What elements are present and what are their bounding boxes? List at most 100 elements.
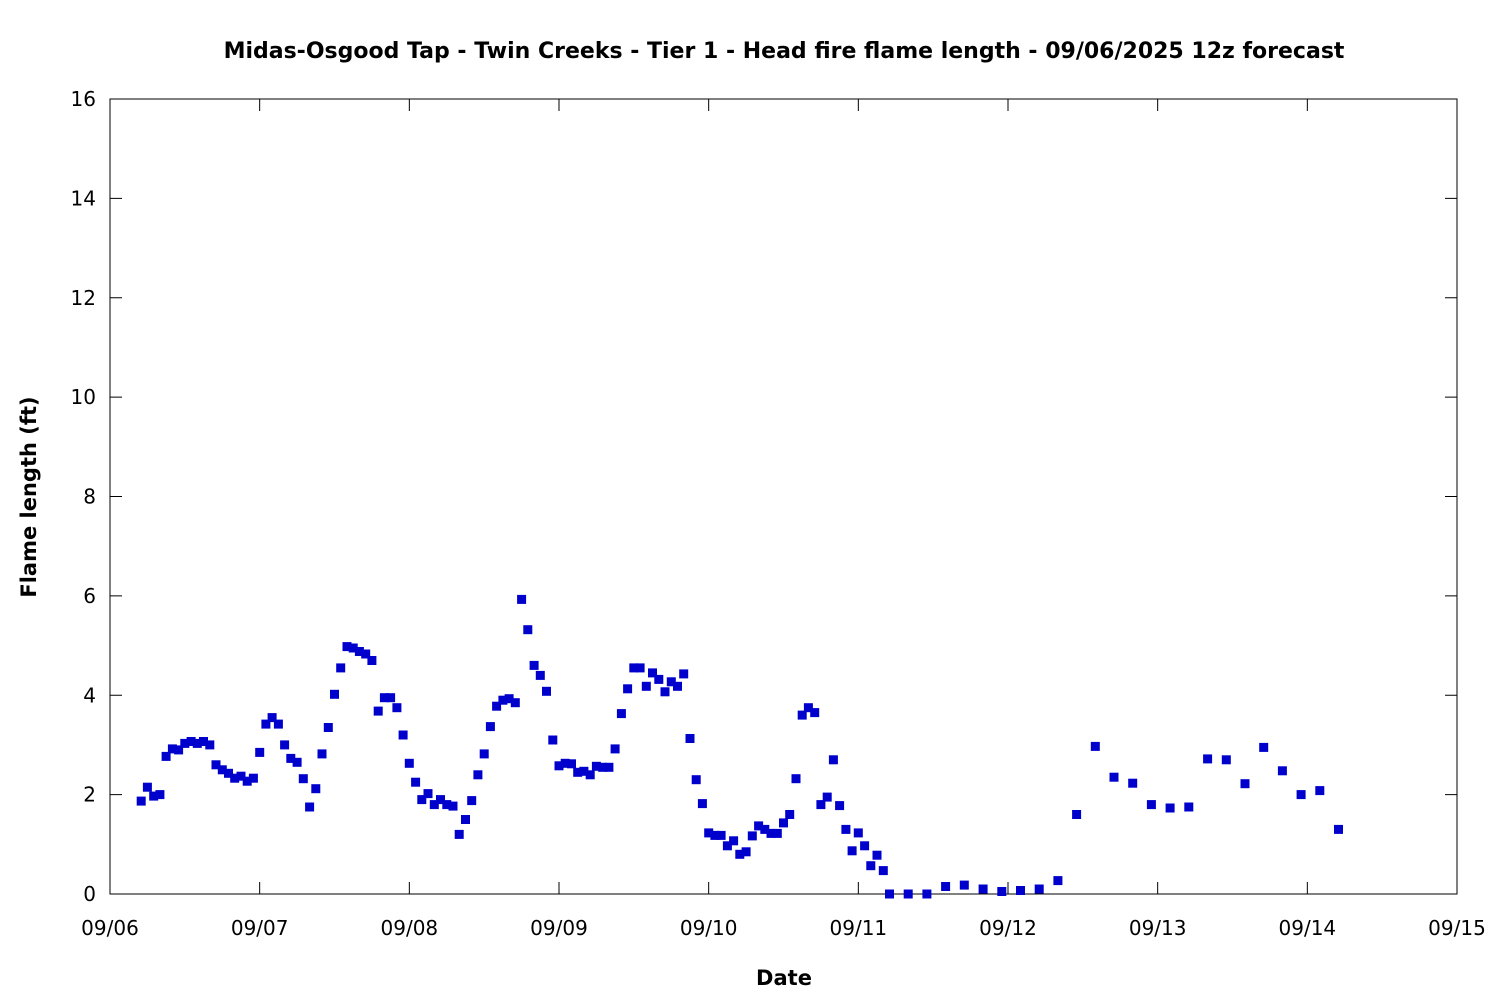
data-point (697, 799, 707, 809)
data-point (573, 767, 583, 777)
data-point (847, 846, 857, 856)
plot-area-border (109, 98, 1458, 895)
data-point (367, 656, 377, 665)
data-point (1184, 802, 1194, 812)
data-point (311, 784, 321, 794)
data-point (498, 695, 508, 705)
data-point (136, 796, 146, 806)
data-point (267, 713, 277, 723)
data-point (959, 880, 969, 890)
data-point (760, 824, 770, 834)
y-axis: 0 2 4 6 8 10 12 14 16 (71, 87, 1457, 906)
data-point (1221, 755, 1231, 765)
x-axis-label: Date (756, 966, 812, 990)
data-point (766, 828, 776, 838)
data-point (473, 770, 483, 780)
data-point (492, 701, 502, 711)
data-point (417, 795, 427, 805)
data-point (835, 801, 845, 811)
data-point (828, 755, 838, 765)
data-point (1296, 790, 1306, 800)
data-point (542, 686, 551, 696)
data-point (398, 730, 408, 740)
data-point (860, 841, 870, 851)
data-point (641, 681, 651, 691)
data-point (554, 761, 564, 771)
data-point (1334, 824, 1343, 834)
data-point (585, 770, 595, 780)
data-point (679, 669, 689, 679)
data-point (261, 719, 271, 729)
data-point (866, 861, 876, 871)
data-point (1016, 886, 1025, 895)
data-point (1128, 778, 1138, 788)
y-axis-label: Flame length (ft) (17, 396, 41, 597)
data-point (205, 740, 215, 750)
data-point (192, 738, 202, 748)
data-point (623, 684, 633, 694)
data-point (186, 737, 196, 746)
data-point (579, 766, 589, 776)
data-point (710, 830, 720, 840)
data-point (797, 710, 807, 720)
data-point (666, 677, 676, 687)
data-point (716, 830, 726, 840)
data-point (224, 768, 233, 778)
data-point (305, 802, 315, 812)
data-point (754, 821, 764, 831)
data-point (286, 753, 296, 763)
data-point (317, 749, 327, 759)
data-point (616, 709, 626, 719)
data-point (174, 745, 184, 755)
data-point (1259, 742, 1269, 752)
data-point (454, 829, 464, 839)
y-tick-label: 10 (71, 385, 96, 409)
data-point (560, 758, 570, 768)
data-point (635, 663, 645, 673)
data-point (785, 810, 795, 819)
data-point (199, 737, 208, 746)
data-point (548, 735, 558, 745)
data-point (722, 841, 732, 851)
data-point (517, 594, 527, 604)
data-point (1109, 772, 1119, 782)
data-point (1277, 766, 1287, 776)
data-point (504, 694, 514, 704)
data-point (461, 815, 470, 824)
data-point (273, 719, 283, 729)
data-point (510, 698, 520, 708)
data-point (1165, 803, 1175, 813)
x-tick-label: 09/11 (830, 916, 888, 940)
data-point (423, 789, 433, 799)
data-point (436, 795, 445, 805)
data-point (535, 670, 545, 680)
x-tick-label: 09/08 (381, 916, 439, 940)
x-tick-label: 09/06 (81, 916, 139, 940)
y-tick-label: 8 (83, 485, 96, 509)
x-tick-label: 09/15 (1428, 916, 1486, 940)
data-point (1034, 884, 1044, 894)
data-point (822, 792, 832, 802)
data-point (379, 693, 389, 703)
data-point (448, 801, 458, 811)
data-point (810, 708, 820, 718)
data-point (648, 668, 657, 678)
data-point (791, 774, 801, 784)
data-point (1053, 876, 1063, 886)
y-tick-label: 0 (83, 882, 96, 906)
data-point (872, 850, 882, 860)
data-point (298, 774, 308, 784)
data-point (142, 782, 152, 792)
data-point (242, 776, 252, 786)
data-point (1240, 779, 1250, 789)
data-point (523, 625, 533, 635)
data-point (660, 687, 670, 697)
y-tick-label: 14 (71, 186, 96, 210)
data-point (211, 760, 221, 770)
data-point (167, 744, 177, 754)
data-point (429, 800, 439, 810)
data-point (816, 800, 826, 810)
data-point (386, 693, 396, 703)
data-point (230, 773, 240, 783)
